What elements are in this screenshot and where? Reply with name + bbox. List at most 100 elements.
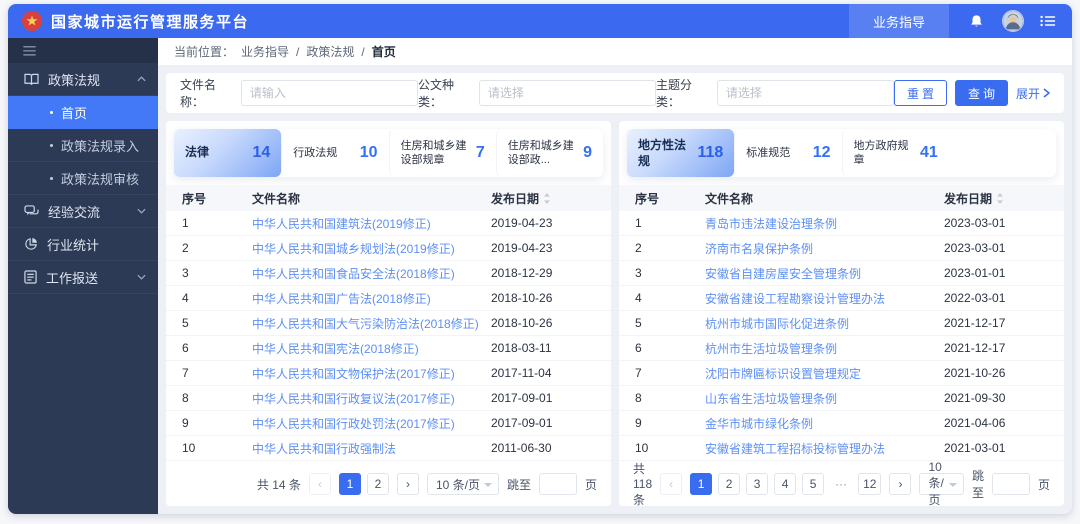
topic-category-select[interactable] — [716, 80, 894, 106]
document-link[interactable]: 中华人民共和国行政强制法 — [252, 441, 397, 456]
publish-date: 2017-09-01 — [491, 391, 553, 405]
page-button[interactable]: 12 — [858, 473, 882, 495]
chevron-up-icon — [137, 76, 146, 82]
page-button[interactable]: 5 — [802, 473, 825, 495]
local-regulations-pagination: 共 118 条 ‹ 1 2 3 — [619, 460, 1064, 507]
user-avatar[interactable] — [1002, 10, 1024, 32]
notification-bell-icon[interactable] — [969, 14, 984, 29]
document-link[interactable]: 中华人民共和国行政复议法(2017修正) — [252, 391, 455, 406]
app-title: 国家城市运行管理服务平台 — [51, 13, 250, 31]
prev-page-button[interactable]: ‹ — [308, 473, 331, 495]
tab-label: 法律 — [185, 145, 210, 160]
document-link[interactable]: 金华市城市绿化条例 — [705, 416, 814, 431]
document-link[interactable]: 中华人民共和国建筑法(2019修正) — [252, 216, 431, 231]
document-link[interactable]: 中华人民共和国行政处罚法(2017修正) — [252, 416, 455, 431]
search-button[interactable]: 查询 — [954, 80, 1008, 106]
document-link[interactable]: 中华人民共和国城乡规划法(2019修正) — [252, 241, 455, 256]
page-button[interactable]: 3 — [746, 473, 769, 495]
book-icon — [24, 73, 39, 85]
table-row: 5 中华人民共和国大气污染防治法(2018修正) 2018-10-26 — [166, 311, 611, 336]
sidebar-subitem-policy-review[interactable]: 政策法规审核 — [8, 162, 158, 195]
document-link[interactable]: 安徽省建筑工程招标投标管理办法 — [705, 441, 886, 456]
page-size-select[interactable]: 10 条/页 — [919, 460, 964, 507]
sidebar-item-work-reporting[interactable]: 工作报送 — [8, 261, 158, 294]
next-page-button[interactable]: › — [889, 473, 912, 495]
table-row: 10 安徽省建筑工程招标投标管理办法 2021-03-01 — [619, 436, 1064, 461]
page-size-select[interactable]: 10 条/页 — [426, 473, 499, 495]
row-index: 10 — [182, 441, 196, 455]
sidebar-collapse-icon[interactable] — [23, 45, 36, 56]
publish-date: 2018-10-26 — [491, 291, 553, 305]
document-link[interactable]: 济南市名泉保护条例 — [705, 241, 814, 256]
sidebar-item-policy-regulations[interactable]: 政策法规 — [8, 63, 158, 96]
table-row: 1 青岛市违法建设治理条例 2023-03-01 — [619, 211, 1064, 236]
row-index: 3 — [182, 266, 189, 280]
document-link[interactable]: 安徽省自建房屋安全管理条例 — [705, 266, 862, 281]
panel-local-regulations: 地方性法规 118 标准规范 12 地方政府规章 — [619, 121, 1064, 507]
breadcrumb-item-policy-regulations[interactable]: 政策法规 — [306, 45, 355, 59]
document-link[interactable]: 青岛市违法建设治理条例 — [705, 216, 838, 231]
document-type-select[interactable] — [478, 80, 656, 106]
document-link[interactable]: 安徽省建设工程勘察设计管理办法 — [705, 291, 886, 306]
row-index: 7 — [635, 366, 642, 380]
breadcrumb-item-business-guidance[interactable]: 业务指导 — [241, 45, 290, 59]
document-link[interactable]: 中华人民共和国广告法(2018修正) — [252, 291, 431, 306]
filter-label: 主题分类： — [655, 78, 692, 109]
nav-item-business-guidance[interactable]: 业务指导 — [848, 4, 949, 38]
document-link[interactable]: 中华人民共和国文物保护法(2017修正) — [252, 366, 455, 381]
document-link[interactable]: 中华人民共和国食品安全法(2018修正) — [252, 266, 455, 281]
category-tab[interactable]: 标准规范 12 — [734, 129, 842, 177]
category-tab[interactable]: 地方性法规 118 — [627, 129, 735, 177]
header-list-menu-icon[interactable] — [1040, 14, 1056, 28]
bullet-icon — [50, 176, 53, 180]
jump-to-input[interactable] — [991, 473, 1030, 495]
tab-label: 住房和城乡建设部政... — [507, 139, 574, 166]
page-button[interactable]: 1 — [338, 473, 361, 495]
breadcrumb: 当前位置： 业务指导 / 政策法规 / 首页 — [158, 38, 1072, 65]
document-link[interactable]: 沈阳市牌匾标识设置管理规定 — [705, 366, 862, 381]
table-row: 8 山东省生活垃圾管理条例 2021-09-30 — [619, 386, 1064, 411]
sidebar-item-industry-statistics[interactable]: 行业统计 — [8, 228, 158, 261]
sidebar-item-experience-exchange[interactable]: 经验交流 — [8, 195, 158, 228]
category-tab[interactable]: 住房和城乡建设部政... 9 — [495, 129, 603, 177]
publish-date: 2023-03-01 — [944, 216, 1006, 230]
document-link[interactable]: 中华人民共和国宪法(2018修正) — [252, 341, 419, 356]
next-page-button[interactable]: › — [396, 473, 419, 495]
category-tab[interactable]: 住房和城乡建设部规章 7 — [388, 129, 496, 177]
filter-label: 文件名称： — [180, 78, 217, 109]
file-name-input[interactable] — [240, 80, 418, 106]
jump-to-input[interactable] — [538, 473, 577, 495]
sidebar-subitem-policy-entry[interactable]: 政策法规录入 — [8, 129, 158, 162]
category-tab[interactable]: 行政法规 10 — [281, 129, 389, 177]
publish-date: 2017-11-04 — [491, 366, 552, 380]
page-button[interactable]: ··· — [835, 477, 848, 491]
prev-page-button[interactable]: ‹ — [660, 473, 683, 495]
sidebar-subitem-home[interactable]: 首页 — [8, 96, 158, 129]
category-tab[interactable]: 地方政府规章 41 — [841, 129, 949, 177]
row-index: 4 — [635, 291, 642, 305]
document-link[interactable]: 杭州市生活垃圾管理条例 — [705, 341, 838, 356]
sort-icon[interactable] — [543, 192, 551, 204]
sort-icon[interactable] — [996, 192, 1004, 204]
page-button[interactable]: 2 — [718, 473, 741, 495]
row-index: 5 — [635, 316, 642, 330]
page-buttons: 1 2 — [338, 473, 389, 495]
publish-date: 2018-10-26 — [491, 316, 553, 330]
pie-chart-icon — [25, 238, 37, 250]
page-button[interactable]: 1 — [690, 473, 713, 495]
filter-bar: 文件名称： 公文种类： 主题分类： 重置 查询 — [166, 73, 1064, 113]
page-button[interactable]: 2 — [366, 473, 389, 495]
category-tab[interactable]: 法律 14 — [174, 129, 282, 177]
column-header-no: 序号 — [635, 191, 660, 206]
document-link[interactable]: 中华人民共和国大气污染防治法(2018修正) — [252, 316, 479, 331]
publish-date: 2022-03-01 — [944, 291, 1006, 305]
document-link[interactable]: 山东省生活垃圾管理条例 — [705, 391, 838, 406]
reset-button[interactable]: 重置 — [893, 80, 947, 106]
header-right: 业务指导 — [848, 4, 1072, 38]
table-row: 7 沈阳市牌匾标识设置管理规定 2021-10-26 — [619, 361, 1064, 386]
table-row: 5 杭州市城市国际化促进条例 2021-12-17 — [619, 311, 1064, 336]
expand-link[interactable]: 展开 — [1016, 85, 1050, 102]
publish-date: 2021-12-17 — [944, 341, 1006, 355]
document-link[interactable]: 杭州市城市国际化促进条例 — [705, 316, 850, 331]
page-button[interactable]: 4 — [774, 473, 797, 495]
